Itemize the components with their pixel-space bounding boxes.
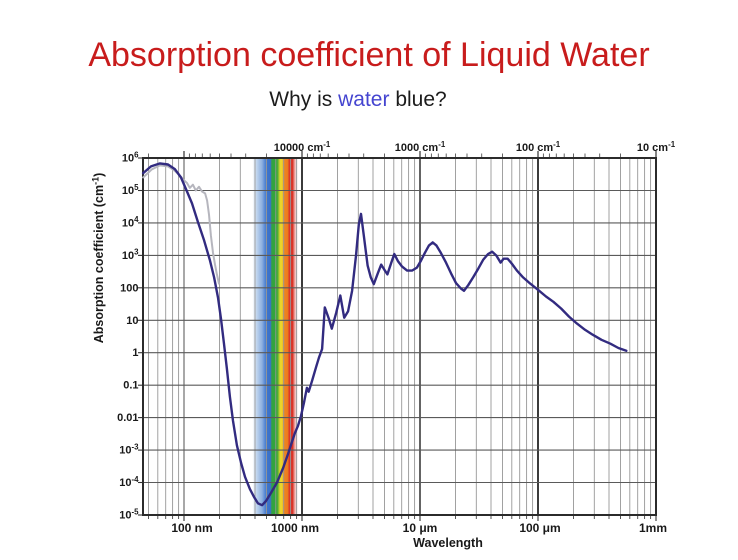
grid-major-vertical: [183, 158, 539, 515]
x-tick-labels: 100 nm 1000 nm 10 μm 100 μm 1mm: [171, 521, 667, 535]
axis-titles: Wavelength Absorption coefficient (cm-1): [90, 173, 483, 550]
page-title: Absorption coefficient of Liquid Water: [88, 36, 650, 74]
y-tick-label: 10-5: [119, 507, 139, 521]
x-tick-label: 1000 nm: [271, 521, 319, 535]
y-tick-label: 106: [122, 150, 139, 164]
y-tick-label: 0.01: [117, 412, 138, 424]
x-tick-label: 1mm: [639, 521, 667, 535]
y-tick-label: 1: [132, 347, 138, 359]
y-tick-label: 10: [126, 315, 138, 327]
y-tick-label: 103: [122, 248, 139, 262]
subtitle-pre: Why is: [269, 88, 339, 111]
wavenumber-label: 1000 cm-1: [395, 140, 446, 154]
wavenumber-label: 10000 cm-1: [274, 140, 331, 154]
wavenumber-labels: 10000 cm-1 1000 cm-1 100 cm-1 10 cm-1: [274, 140, 676, 154]
wavenumber-label: 100 cm-1: [516, 140, 561, 154]
slide-subtitle: Why is water blue?: [0, 88, 727, 112]
y-tick-label: 0.1: [123, 380, 138, 392]
plot-border: [142, 157, 657, 516]
absorption-spectrum-chart: 106 105 104 103 100 10 1 0.1 0.01 10-3 10-4 10-5 100…: [90, 140, 676, 550]
y-tick-label: 100: [120, 282, 138, 294]
x-tick-label: 100 μm: [519, 521, 560, 535]
x-tick-label: 100 nm: [171, 521, 212, 535]
y-tick-labels: 106 105 104 103 100 10 1 0.1 0.01 10-3 10-4 10-5: [117, 150, 139, 521]
grid-minor-vertical: [148, 158, 652, 515]
y-tick-label: 10-3: [119, 442, 139, 456]
uv-secondary-gray-curve: [142, 164, 220, 285]
y-axis-title: Absorption coefficient (cm-1): [90, 173, 106, 344]
x-axis-title: Wavelength: [413, 536, 483, 550]
x-tick-label: 10 μm: [403, 521, 438, 535]
wavenumber-label: 10 cm-1: [637, 140, 676, 154]
liquid-water-absorption-curve: [141, 162, 628, 507]
subtitle-highlight-water: water: [338, 88, 390, 111]
y-tick-label: 10-4: [119, 475, 139, 489]
y-tick-label: 104: [122, 215, 139, 229]
y-tick-label: 105: [122, 183, 139, 197]
subtitle-post: blue?: [389, 88, 447, 111]
